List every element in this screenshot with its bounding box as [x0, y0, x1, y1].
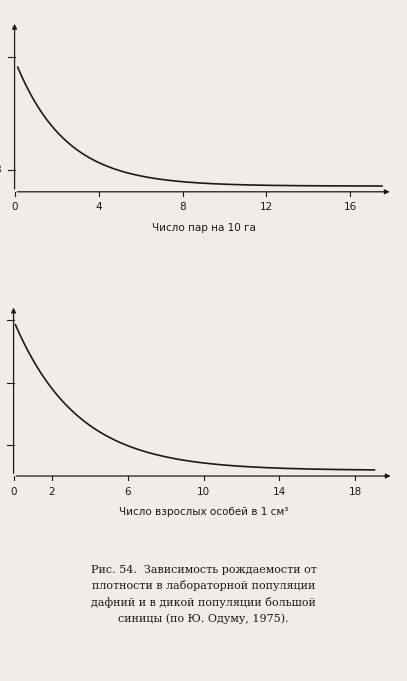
Text: 6: 6	[124, 487, 131, 496]
Text: 16: 16	[344, 202, 357, 212]
Text: 2: 2	[48, 487, 55, 496]
Text: 10: 10	[197, 487, 210, 496]
Text: Рис. 54.  Зависимость рождаемости от
плотности в лабораторной популяции
дафний и: Рис. 54. Зависимость рождаемости от плот…	[91, 565, 316, 624]
Text: 0: 0	[11, 202, 18, 212]
Text: 12: 12	[260, 202, 273, 212]
Text: 14: 14	[273, 487, 286, 496]
Text: 4: 4	[95, 202, 102, 212]
Text: 16: 16	[0, 52, 1, 61]
Text: 8: 8	[179, 202, 186, 212]
Text: 0: 0	[10, 487, 17, 496]
Text: Число пар на 10 га: Число пар на 10 га	[151, 223, 256, 232]
Text: 8: 8	[0, 165, 1, 176]
Text: Число взрослых особей в 1 см³: Число взрослых особей в 1 см³	[119, 507, 288, 517]
Text: 18: 18	[349, 487, 362, 496]
